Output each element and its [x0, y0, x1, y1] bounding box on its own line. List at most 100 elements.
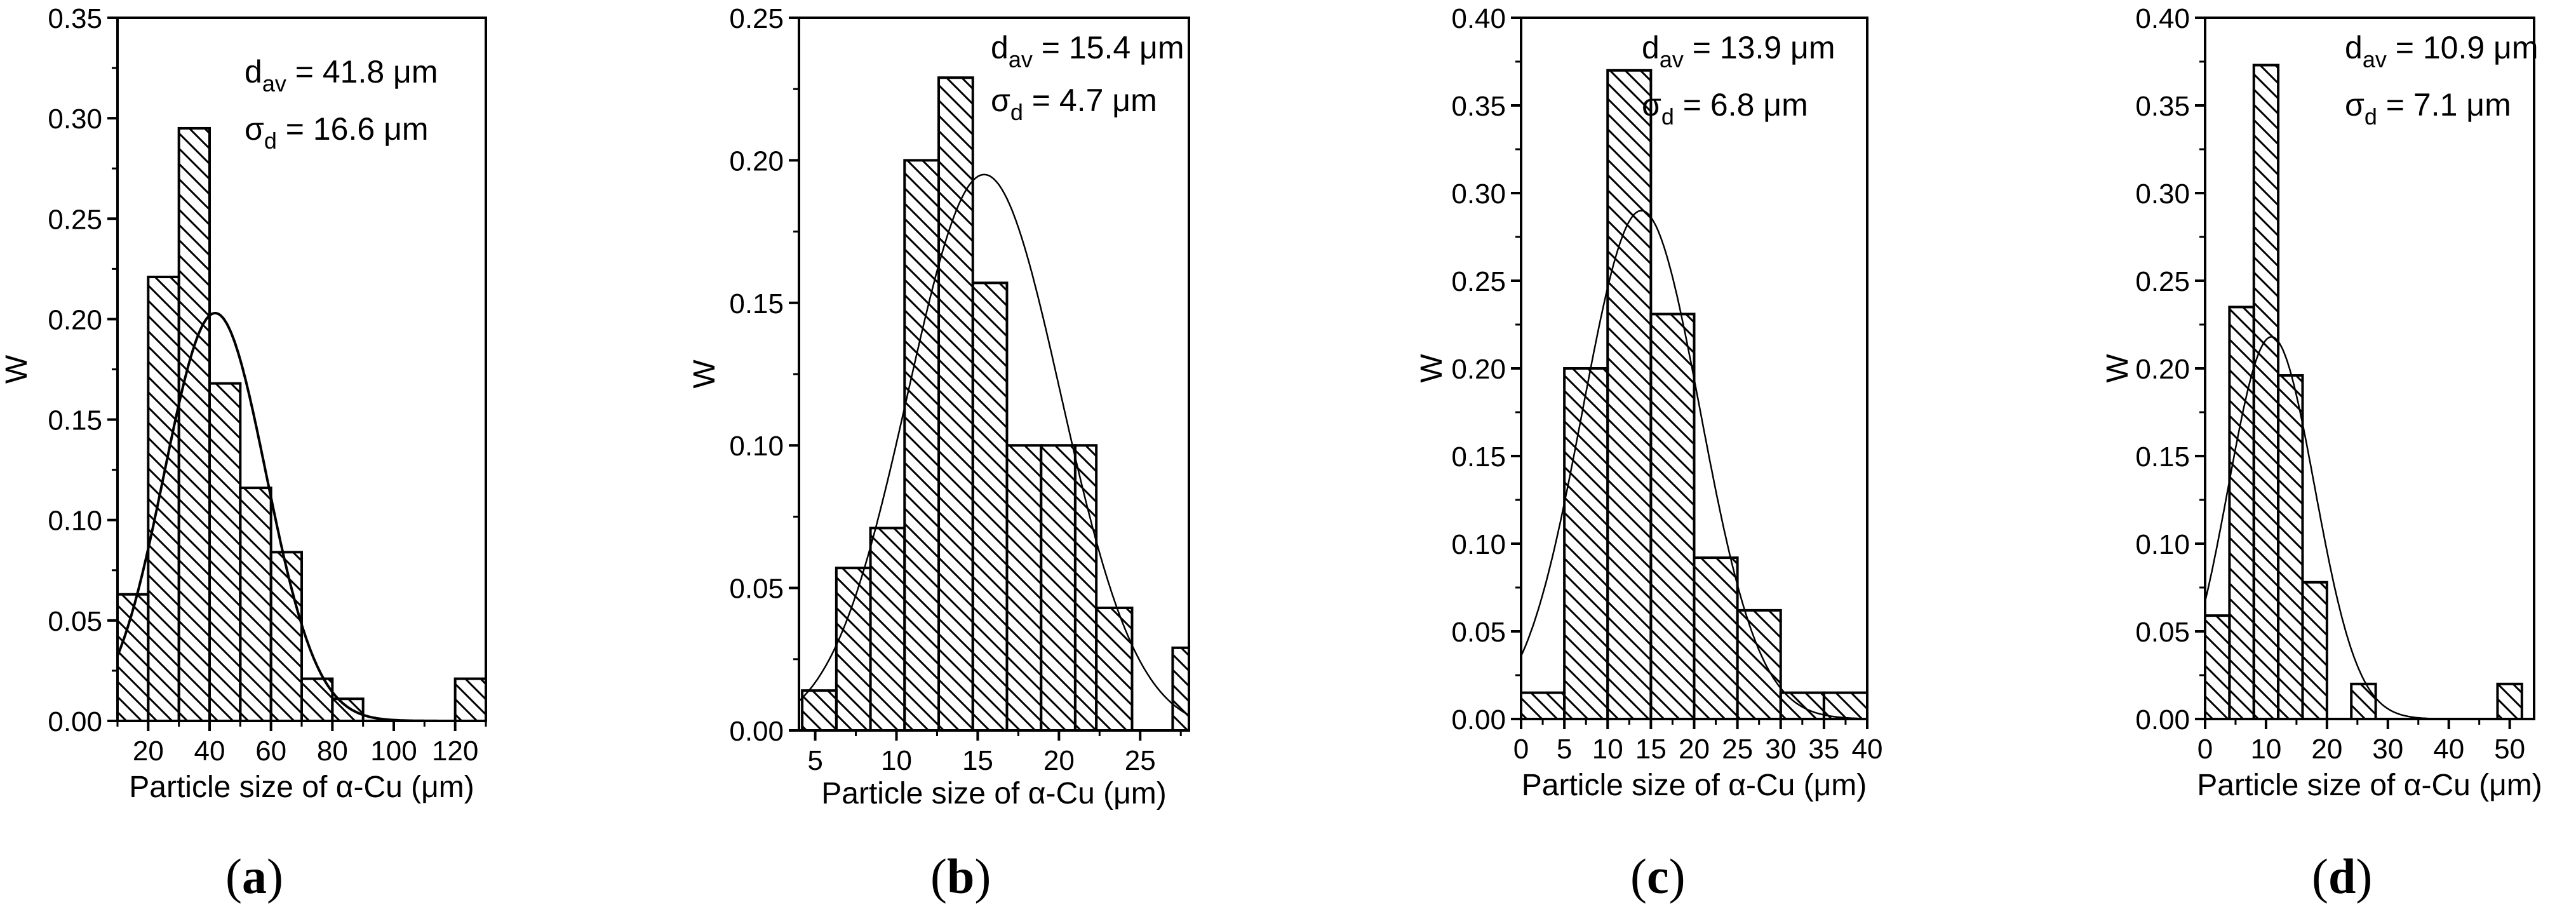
- y-axis-label: W: [688, 360, 721, 389]
- histogram-bar: [1693, 556, 1739, 721]
- y-tick-label: 0.25: [1451, 266, 1506, 297]
- histogram-bar: [801, 689, 838, 732]
- x-tick-label: 20: [1679, 734, 1710, 765]
- x-tick-label: 25: [1722, 734, 1753, 765]
- mean-size-annotation: dav = 15.4 μm: [991, 30, 1184, 72]
- y-tick-label: 0.35: [48, 3, 102, 34]
- chart-panel-d: 0.00 0.05 0.10 0.15 0.20 0.25 0.30 0.35 0.40 0 10 2…: [2101, 3, 2542, 802]
- gaussian-fit-curve: [798, 173, 1190, 716]
- y-tick-label: 0.00: [1451, 704, 1506, 736]
- y-tick-label: 0.25: [729, 3, 784, 34]
- x-tick-label: 40: [1852, 734, 1883, 765]
- histogram-bar: [1073, 444, 1098, 732]
- histogram-bar: [269, 551, 303, 722]
- x-tick-label: 20: [2311, 734, 2342, 765]
- x-tick-label: 15: [962, 745, 993, 776]
- y-axis-label: W: [0, 354, 34, 384]
- histogram-bar: [1736, 608, 1782, 720]
- y-tick-label: 0.20: [1451, 354, 1506, 385]
- histogram-bar: [1171, 646, 1190, 732]
- mean-size-annotation: dav = 13.9 μm: [1642, 30, 1835, 72]
- histogram-bar: [1520, 691, 1566, 720]
- x-tick-label: 60: [255, 736, 286, 767]
- y-tick-label: 0.00: [2135, 704, 2190, 736]
- x-tick-label: 0: [1513, 734, 1529, 765]
- y-tick-label: 0.40: [2135, 3, 2190, 34]
- std-dev-annotation: σd = 6.8 μm: [1642, 87, 1808, 130]
- x-axis-label: Particle size of α-Cu (μm): [129, 770, 474, 804]
- histogram-bar: [1005, 444, 1043, 732]
- mean-size-annotation: dav = 10.9 μm: [2345, 30, 2539, 72]
- y-tick-label: 0.10: [2135, 529, 2190, 560]
- std-dev-annotation: σd = 4.7 μm: [991, 83, 1157, 125]
- x-tick-label: 80: [317, 736, 348, 767]
- x-tick-label: 30: [2372, 734, 2403, 765]
- histogram-bar: [1779, 691, 1825, 720]
- y-tick-label: 0.35: [2135, 91, 2190, 122]
- histogram-bar: [1606, 69, 1653, 721]
- chart-panel-b: 0.00 0.05 0.10 0.15 0.20 0.25 5 10 15 20 25Particl…: [688, 3, 1190, 810]
- y-tick-label: 0.05: [48, 606, 102, 637]
- histogram-bar: [937, 76, 974, 732]
- x-tick-label: 10: [2250, 734, 2281, 765]
- histogram-bar: [177, 126, 211, 722]
- histogram-bar: [2350, 682, 2377, 721]
- histogram-bar: [903, 159, 941, 732]
- y-tick-label: 0.30: [1451, 178, 1506, 210]
- y-tick-label: 0.00: [729, 716, 784, 747]
- histogram-bar: [2228, 306, 2255, 720]
- y-tick-label: 0.35: [1451, 91, 1506, 122]
- y-tick-label: 0.30: [2135, 178, 2190, 210]
- x-axis-label: Particle size of α-Cu (μm): [821, 777, 1167, 810]
- x-tick-label: 100: [370, 736, 417, 767]
- histogram-bar: [1563, 367, 1609, 720]
- x-tick-label: 0: [2197, 734, 2213, 765]
- y-tick-label: 0.15: [1451, 441, 1506, 473]
- x-tick-label: 40: [2433, 734, 2464, 765]
- histogram-bar: [2252, 64, 2280, 720]
- y-tick-label: 0.25: [48, 204, 102, 235]
- histogram-bar: [2496, 682, 2523, 721]
- y-tick-label: 0.25: [2135, 266, 2190, 297]
- x-tick-label: 40: [194, 736, 225, 767]
- x-tick-label: 35: [1808, 734, 1839, 765]
- y-tick-label: 0.20: [48, 304, 102, 335]
- std-dev-annotation: σd = 7.1 μm: [2345, 87, 2511, 130]
- histogram-bar: [2301, 581, 2328, 720]
- histogram-bar: [239, 487, 272, 722]
- x-tick-label: 10: [881, 745, 912, 776]
- y-tick-label: 0.15: [2135, 441, 2190, 473]
- mean-size-annotation: dav = 41.8 μm: [245, 54, 438, 97]
- histogram-bar: [2277, 374, 2304, 720]
- y-axis-label: W: [2101, 354, 2135, 383]
- x-tick-label: 5: [1557, 734, 1572, 765]
- panel-label-b: (b): [930, 849, 991, 904]
- x-tick-label: 20: [1043, 745, 1075, 776]
- histogram-bar: [453, 677, 488, 722]
- y-tick-label: 0.20: [729, 145, 784, 177]
- x-tick-label: 20: [133, 736, 164, 767]
- histogram-bar: [835, 567, 872, 732]
- y-tick-label: 0.05: [1451, 617, 1506, 648]
- panel-label-a: (a): [225, 849, 283, 904]
- y-tick-label: 0.40: [1451, 3, 1506, 34]
- histogram-bar: [869, 527, 906, 732]
- histogram-bar: [208, 382, 242, 722]
- y-tick-label: 0.30: [48, 104, 102, 135]
- chart-panel-c: 0.00 0.05 0.10 0.15 0.20 0.25 0.30 0.35 0.40 0 5 10…: [1415, 3, 1882, 802]
- y-tick-label: 0.10: [729, 431, 784, 462]
- histogram-bar: [1822, 691, 1868, 720]
- chart-panel-a: 0.00 0.05 0.10 0.15 0.20 0.25 0.30 0.35 20 40 60 80…: [0, 3, 488, 804]
- y-tick-label: 0.20: [2135, 354, 2190, 385]
- std-dev-annotation: σd = 16.6 μm: [245, 111, 429, 154]
- y-tick-label: 0.15: [48, 405, 102, 436]
- x-tick-label: 10: [1592, 734, 1623, 765]
- x-tick-label: 30: [1765, 734, 1796, 765]
- x-tick-label: 5: [807, 745, 822, 776]
- histogram-bar: [331, 697, 365, 723]
- histogram-bar: [147, 276, 180, 723]
- x-axis-label: Particle size of α-Cu (μm): [2197, 769, 2542, 802]
- histogram-bar: [1649, 313, 1696, 720]
- histogram-bar: [1095, 607, 1134, 732]
